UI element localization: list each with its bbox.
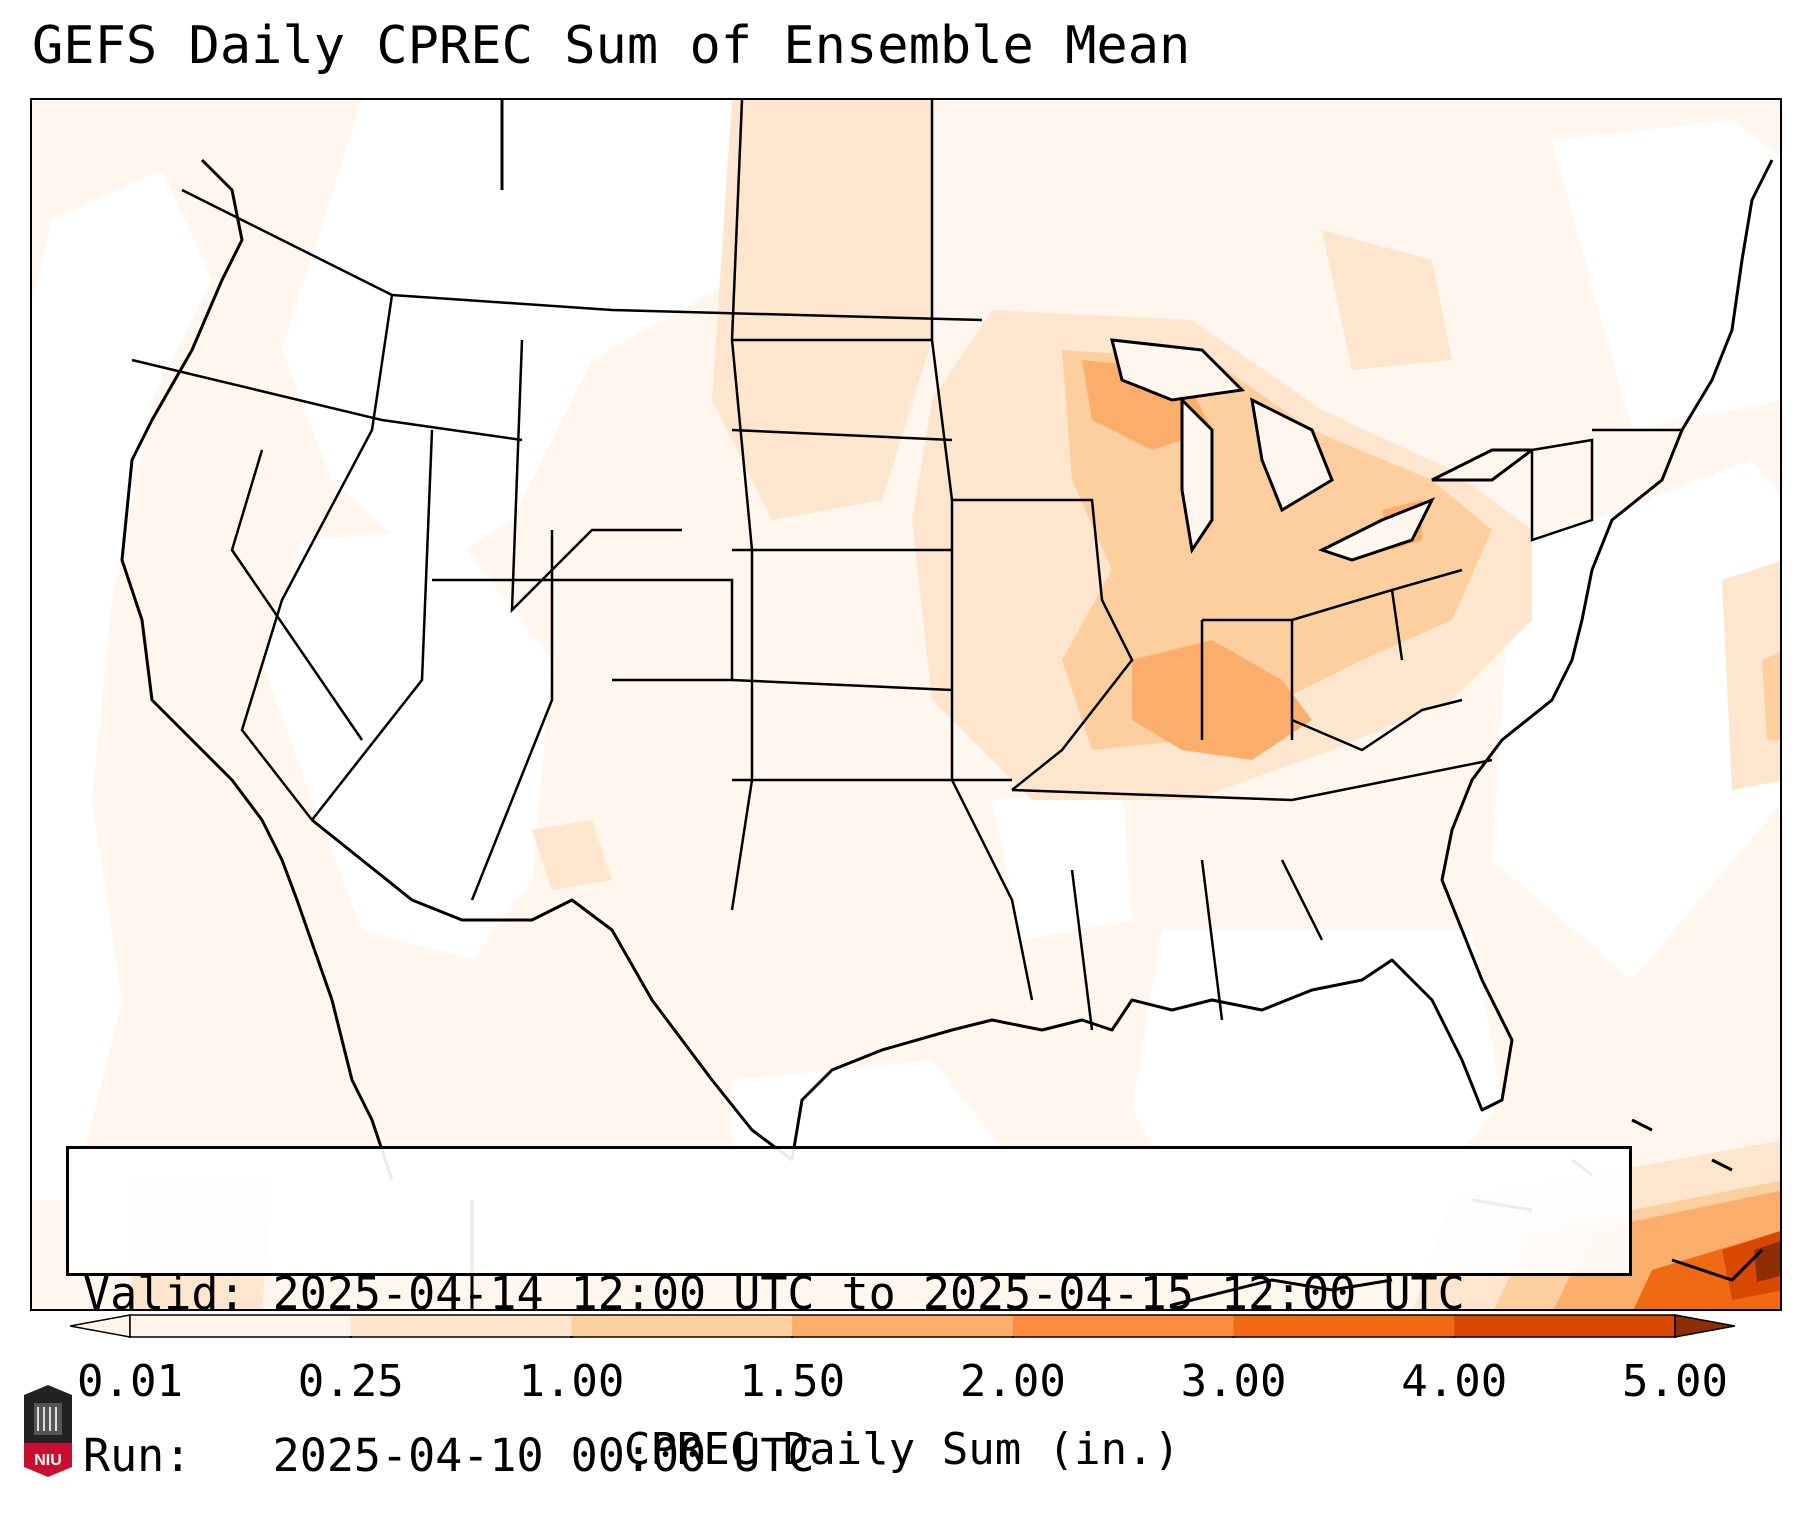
- validity-info-box: Valid: 2025-04-14 12:00 UTC to 2025-04-1…: [66, 1146, 1632, 1482]
- logo-text: NIU: [34, 1452, 62, 1469]
- colorbar-segment: [571, 1315, 793, 1337]
- state-borders: [131, 100, 1682, 1031]
- colorbar-tick-label: 0.25: [297, 1356, 404, 1407]
- colorbar-segment: [1233, 1315, 1455, 1337]
- colorbar-segments: [70, 1314, 1735, 1338]
- colorbar-segment: [350, 1315, 572, 1337]
- colorbar-extend-max: [1674, 1314, 1735, 1338]
- valid-label: Valid:: [83, 1267, 246, 1320]
- map-canvas: [32, 100, 1780, 1309]
- colorbar-tick-label: 1.50: [739, 1356, 846, 1407]
- colorbar-label: CPREC Daily Sum (in.): [623, 1424, 1181, 1475]
- colorbar-extend-min: [70, 1314, 131, 1338]
- colorbar-outline: [129, 1314, 1676, 1338]
- colorbar-tick-label: 2.00: [959, 1356, 1066, 1407]
- colorbar-tick-label: 5.00: [1622, 1356, 1728, 1407]
- colorbar-tick-label: 1.00: [518, 1356, 625, 1407]
- colorbar-segment: [1012, 1315, 1235, 1337]
- map-title: GEFS Daily CPREC Sum of Ensemble Mean: [32, 16, 1191, 76]
- run-value: 2025-04-10 00:00 UTC: [272, 1429, 815, 1482]
- great-lakes: [1110, 338, 1537, 562]
- colorbar-tick-label: 4.00: [1401, 1356, 1508, 1407]
- colorbar-tick-label: 0.01: [77, 1356, 183, 1407]
- valid-line: Valid: 2025-04-14 12:00 UTC to 2025-04-1…: [83, 1267, 1615, 1321]
- colorbar: [70, 1314, 1735, 1338]
- colorbar-tick-label: 3.00: [1180, 1356, 1287, 1407]
- run-line: Run: 2025-04-10 00:00 UTC: [83, 1429, 1615, 1483]
- colorbar-ticks: [129, 1336, 1676, 1338]
- colorbar-segment: [1454, 1315, 1676, 1337]
- niu-logo-icon: NIU: [24, 1385, 72, 1477]
- run-label: Run:: [83, 1429, 192, 1482]
- valid-value: 2025-04-14 12:00 UTC to 2025-04-15 12:00…: [272, 1267, 1465, 1320]
- colorbar-segment: [130, 1315, 352, 1337]
- colorbar-segment: [792, 1315, 1014, 1337]
- precip-map: [30, 98, 1782, 1311]
